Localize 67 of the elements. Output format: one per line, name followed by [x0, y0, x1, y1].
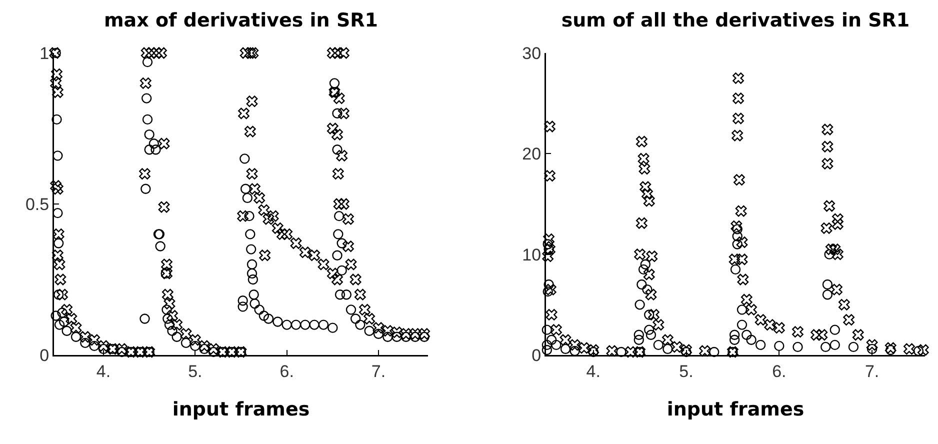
point	[732, 224, 742, 234]
point	[742, 330, 752, 340]
point	[546, 334, 557, 345]
point	[709, 346, 720, 358]
chart-title: sum of all the derivatives in SR1	[561, 10, 910, 32]
point	[542, 344, 552, 356]
x-tick-label: 6.	[772, 362, 786, 381]
point	[830, 324, 840, 335]
point	[640, 259, 650, 270]
x-tick-label: 5.	[188, 362, 202, 381]
point	[542, 324, 552, 335]
x-tick-label: 7.	[864, 362, 880, 381]
point	[736, 320, 748, 330]
x-tick-label: 4.	[586, 362, 600, 381]
y-tick-label: 0	[532, 346, 542, 365]
x-tick-label: 7.	[371, 362, 386, 381]
point	[830, 340, 840, 350]
point	[736, 304, 748, 315]
point	[792, 342, 803, 352]
point	[542, 239, 553, 250]
point	[732, 231, 742, 242]
point	[755, 340, 766, 350]
point	[886, 344, 896, 356]
point	[542, 286, 553, 297]
y-tick-label: 10	[522, 245, 542, 264]
point	[822, 290, 833, 300]
point	[730, 264, 741, 275]
point	[646, 330, 656, 340]
y-tick-label: 20	[522, 144, 542, 164]
y-tick-label: 1	[40, 44, 50, 63]
point	[560, 344, 571, 354]
point	[774, 340, 784, 352]
point	[570, 346, 580, 356]
point	[746, 334, 756, 345]
point	[544, 279, 554, 290]
point	[729, 334, 740, 345]
point	[653, 340, 664, 350]
point	[551, 340, 562, 350]
point	[728, 346, 738, 358]
point	[616, 346, 626, 358]
point	[822, 279, 833, 290]
x-tick-label: 6.	[280, 362, 294, 381]
point	[634, 334, 644, 345]
point	[662, 344, 673, 354]
point	[644, 324, 654, 335]
point	[913, 346, 924, 356]
point	[638, 264, 649, 275]
x-tick-label: 5.	[679, 362, 694, 381]
point	[848, 342, 859, 352]
point	[542, 340, 552, 350]
point	[729, 330, 740, 340]
point	[824, 249, 834, 260]
point	[820, 342, 831, 352]
y-tick-label: 30	[522, 44, 542, 63]
x-tick-label: 4.	[96, 362, 111, 381]
point	[634, 330, 644, 340]
chart-title: max of derivatives in SR1	[104, 10, 378, 32]
point	[732, 239, 742, 250]
x-axis-title: input frames	[172, 398, 310, 420]
point	[636, 279, 647, 290]
point	[642, 284, 652, 295]
y-tick-label: 0	[40, 346, 50, 365]
point	[866, 344, 878, 354]
point	[634, 300, 645, 310]
point	[644, 310, 654, 320]
x-axis-title: input frames	[666, 398, 804, 420]
y-tick-label: 0.5	[25, 194, 50, 214]
